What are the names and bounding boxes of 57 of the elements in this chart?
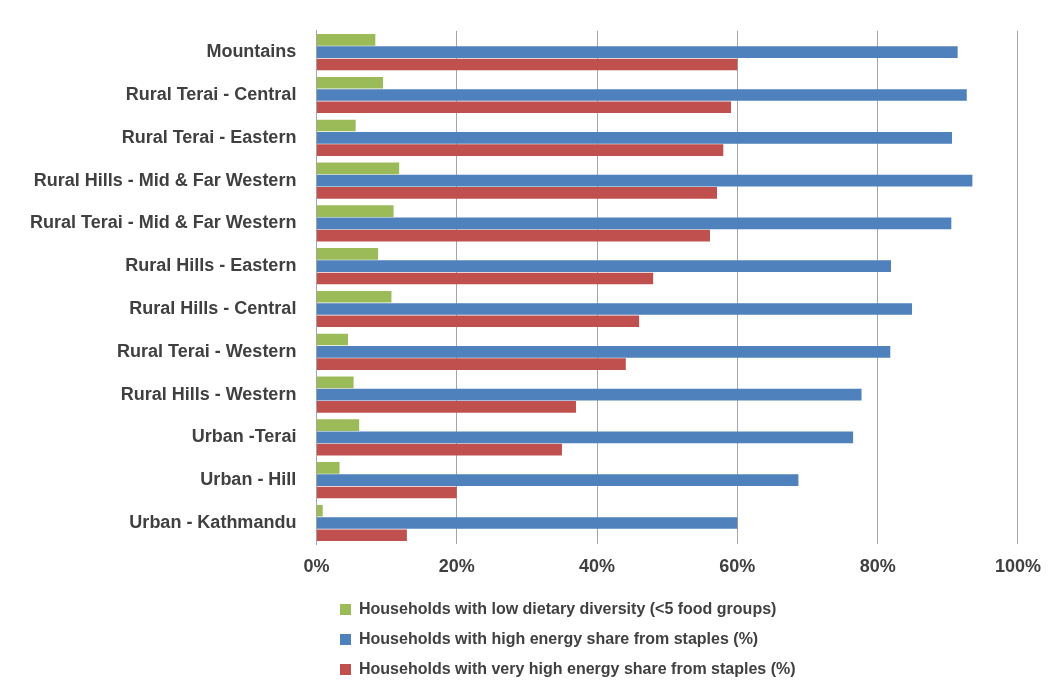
bar (316, 101, 732, 114)
y-tick-label: Urban -Terai (191, 426, 297, 447)
bar (316, 119, 356, 132)
x-tick-label: 40% (579, 556, 616, 577)
bar (316, 174, 973, 187)
bar (316, 388, 862, 401)
bar (316, 162, 400, 175)
bar (316, 76, 384, 89)
y-tick-label: Urban - Kathmandu (129, 511, 297, 532)
bar (316, 205, 394, 217)
x-tick-label: 60% (719, 556, 756, 577)
x-tick-label: 20% (438, 556, 475, 577)
bar (316, 462, 340, 474)
bar (316, 419, 360, 431)
bar (316, 290, 392, 303)
legend-label: Households with very high energy share from staples (%) (359, 660, 796, 678)
bar (316, 431, 854, 444)
y-tick-label: Urban - Hill (200, 469, 297, 490)
bar (316, 529, 407, 542)
legend-label: Households with low dietary diversity (<5 food groups) (359, 600, 777, 618)
y-tick-label: Rural Terai - Mid & Far Western (30, 212, 297, 233)
bar (316, 272, 654, 285)
bar (316, 358, 626, 370)
bar (316, 303, 913, 315)
bar (316, 260, 891, 273)
bar (316, 333, 348, 346)
legend-label: Households with high energy share from staples (%) (359, 630, 759, 648)
bar (316, 443, 562, 456)
bar (316, 401, 576, 413)
bar (316, 517, 738, 529)
bar (316, 376, 354, 389)
bar (316, 46, 958, 59)
bar (316, 217, 952, 230)
bar (316, 89, 967, 101)
bar (316, 474, 799, 487)
y-tick-label: Rural Hills - Mid & Far Western (33, 169, 297, 190)
bar (316, 504, 323, 517)
bar (316, 486, 457, 499)
y-tick-label: Rural Hills - Central (129, 297, 297, 318)
x-tick-label: 100% (994, 556, 1041, 577)
y-tick-label: Rural Hills - Eastern (125, 255, 297, 276)
bar (316, 187, 717, 199)
x-tick-label: 80% (859, 556, 896, 577)
x-tick-label: 0% (303, 556, 330, 577)
bar (316, 34, 376, 46)
y-tick-label: Rural Terai - Eastern (121, 126, 297, 147)
bar (316, 144, 724, 156)
bar (316, 131, 953, 144)
bar (316, 58, 738, 71)
y-tick-label: Rural Terai - Central (125, 83, 297, 104)
y-tick-label: Rural Terai - Western (117, 340, 297, 361)
bar (316, 248, 379, 260)
y-tick-label: Rural Hills - Western (120, 383, 297, 404)
y-tick-label: Mountains (206, 41, 297, 62)
bar (316, 345, 891, 358)
bar (316, 315, 640, 328)
bar (316, 229, 710, 242)
